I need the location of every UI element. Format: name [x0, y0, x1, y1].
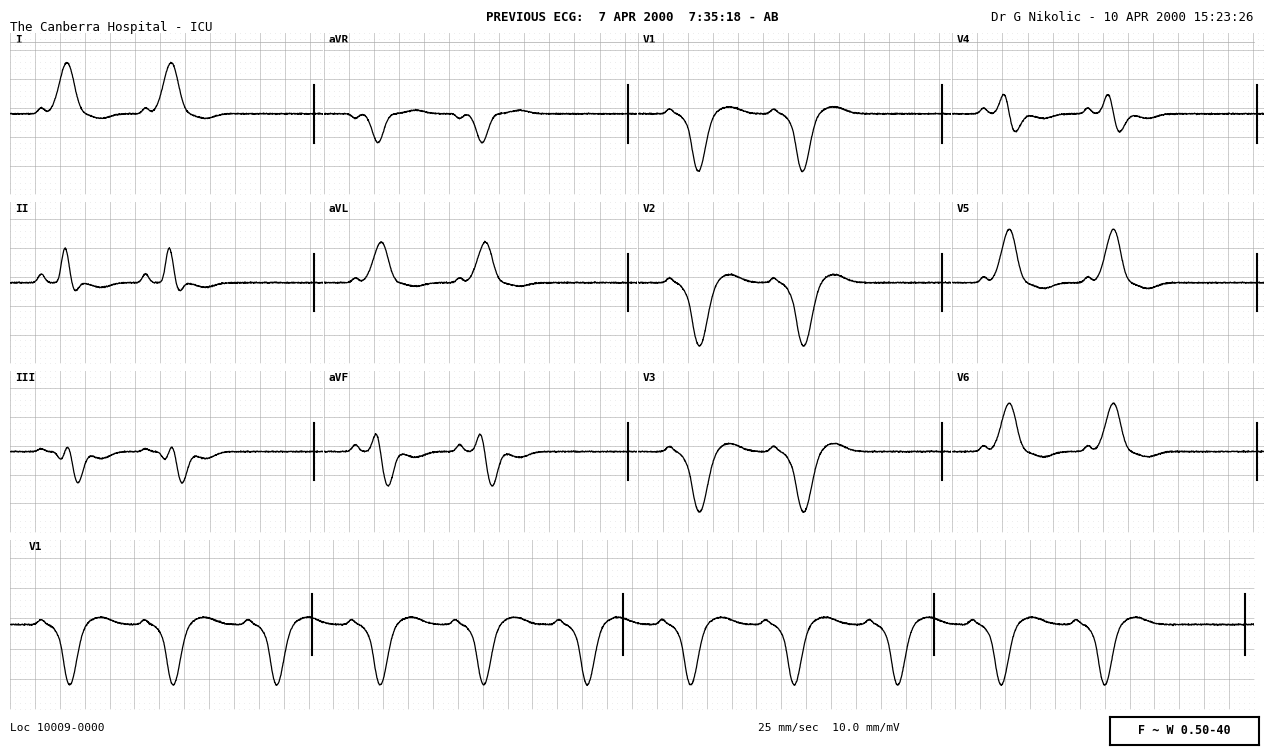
- Text: Dr G Nikolic - 10 APR 2000 15:23:26: Dr G Nikolic - 10 APR 2000 15:23:26: [991, 11, 1254, 24]
- Text: Loc 10009-0000: Loc 10009-0000: [10, 723, 105, 733]
- Text: aVL: aVL: [329, 203, 349, 214]
- Text: V6: V6: [957, 373, 971, 382]
- Text: The Canberra Hospital - ICU: The Canberra Hospital - ICU: [10, 21, 212, 34]
- Text: 25 mm/sec  10.0 mm/mV: 25 mm/sec 10.0 mm/mV: [758, 723, 900, 733]
- Text: V5: V5: [957, 203, 971, 214]
- Text: V4: V4: [957, 34, 971, 45]
- Text: II: II: [15, 203, 28, 214]
- Text: V2: V2: [643, 203, 656, 214]
- Text: V1: V1: [643, 34, 656, 45]
- Text: aVR: aVR: [329, 34, 349, 45]
- Text: III: III: [15, 373, 35, 382]
- Text: PREVIOUS ECG:  7 APR 2000  7:35:18 - AB: PREVIOUS ECG: 7 APR 2000 7:35:18 - AB: [485, 11, 779, 24]
- Text: F ~ W 0.50-40: F ~ W 0.50-40: [1138, 724, 1231, 738]
- Text: V3: V3: [643, 373, 656, 382]
- Text: V1: V1: [29, 542, 42, 552]
- Text: aVF: aVF: [329, 373, 349, 382]
- Text: I: I: [15, 34, 21, 45]
